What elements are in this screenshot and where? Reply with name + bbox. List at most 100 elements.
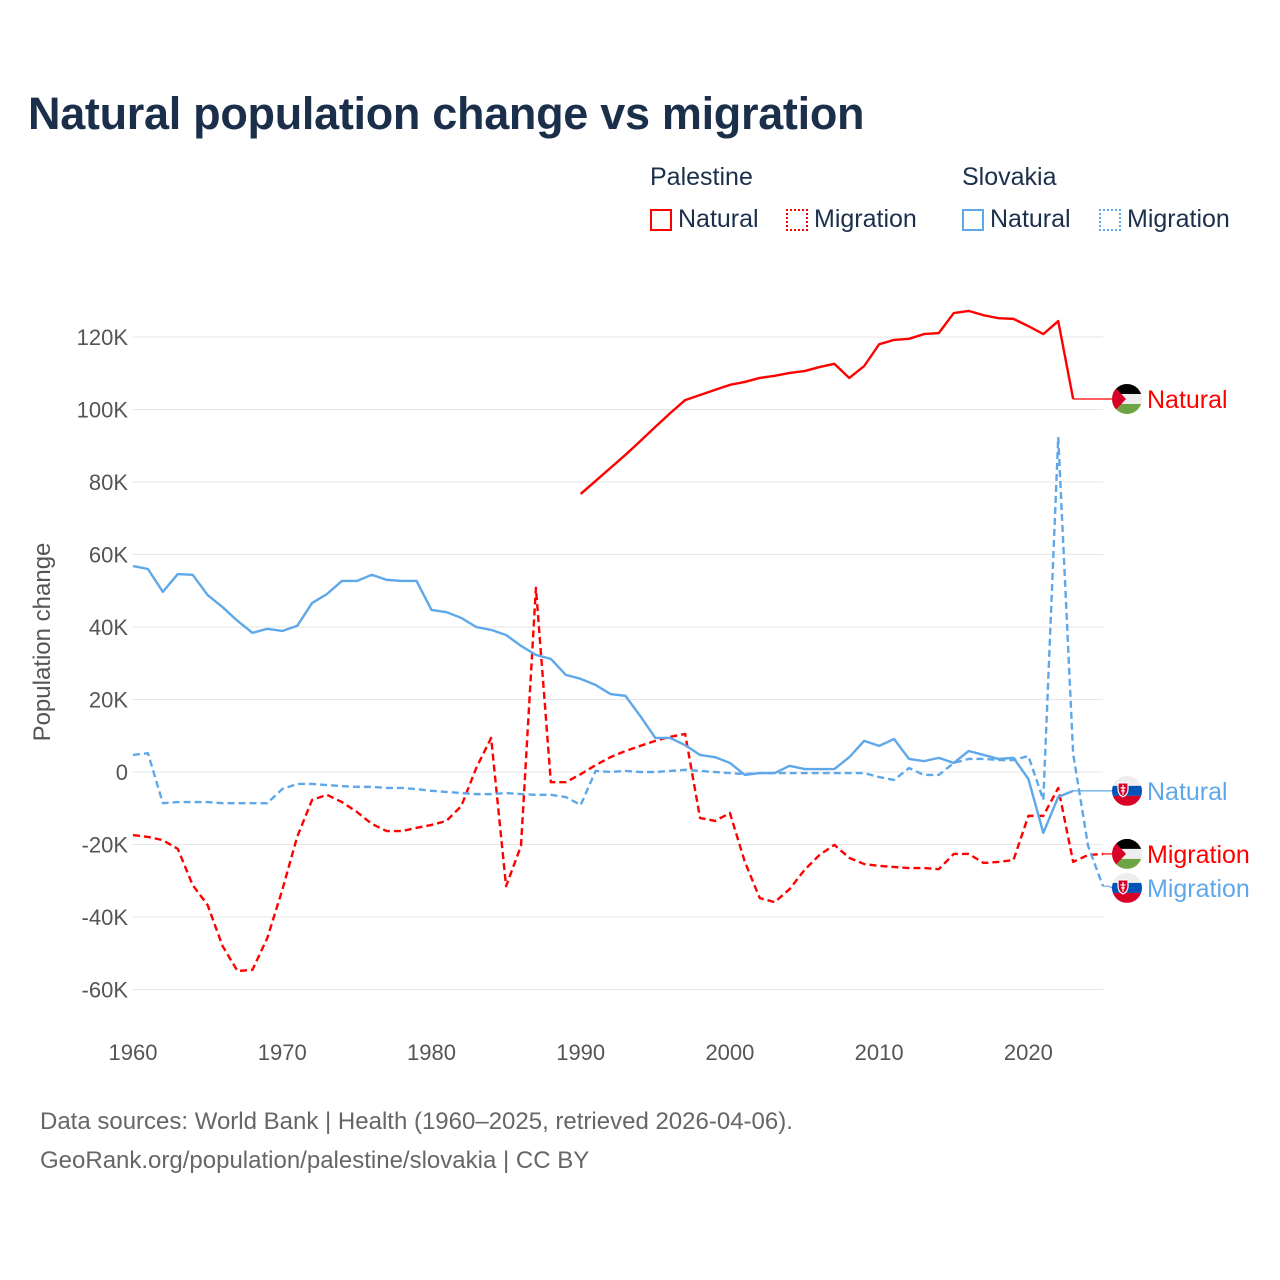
data-point[interactable] — [905, 335, 913, 343]
data-point[interactable] — [726, 769, 734, 777]
data-point[interactable] — [950, 309, 958, 317]
data-point[interactable] — [845, 753, 853, 761]
data-point[interactable] — [875, 773, 883, 781]
data-point[interactable] — [293, 833, 301, 841]
data-point[interactable] — [726, 759, 734, 767]
data-point[interactable] — [248, 799, 256, 807]
data-point[interactable] — [786, 369, 794, 377]
data-point[interactable] — [905, 764, 913, 772]
data-point[interactable] — [995, 756, 1003, 764]
data-point[interactable] — [726, 809, 734, 817]
data-point[interactable] — [472, 790, 480, 798]
data-point[interactable] — [517, 790, 525, 798]
data-point[interactable] — [607, 768, 615, 776]
data-point[interactable] — [144, 749, 152, 757]
data-point[interactable] — [860, 769, 868, 777]
data-point[interactable] — [547, 655, 555, 663]
data-point[interactable] — [890, 336, 898, 344]
data-point[interactable] — [651, 423, 659, 431]
data-point[interactable] — [159, 836, 167, 844]
data-point[interactable] — [935, 865, 943, 873]
data-point[interactable] — [830, 841, 838, 849]
data-point[interactable] — [353, 808, 361, 816]
data-point[interactable] — [905, 755, 913, 763]
data-point[interactable] — [427, 787, 435, 795]
data-point[interactable] — [204, 798, 212, 806]
data-point[interactable] — [607, 464, 615, 472]
data-point[interactable] — [532, 584, 540, 592]
data-point[interactable] — [920, 771, 928, 779]
data-point[interactable] — [1024, 775, 1032, 783]
data-point[interactable] — [263, 625, 271, 633]
data-point[interactable] — [204, 901, 212, 909]
data-point[interactable] — [263, 799, 271, 807]
data-point[interactable] — [905, 864, 913, 872]
data-point[interactable] — [368, 783, 376, 791]
data-point[interactable] — [204, 591, 212, 599]
data-point[interactable] — [278, 886, 286, 894]
data-point[interactable] — [278, 627, 286, 635]
data-point[interactable] — [771, 898, 779, 906]
data-point[interactable] — [711, 768, 719, 776]
data-point[interactable] — [577, 770, 585, 778]
data-point[interactable] — [845, 374, 853, 382]
data-point[interactable] — [890, 863, 898, 871]
data-point[interactable] — [711, 817, 719, 825]
data-point[interactable] — [666, 767, 674, 775]
data-point[interactable] — [383, 576, 391, 584]
data-point[interactable] — [830, 769, 838, 777]
data-point[interactable] — [621, 692, 629, 700]
data-point[interactable] — [935, 754, 943, 762]
legend-item-palestine-migration[interactable]: Migration — [786, 205, 917, 234]
data-point[interactable] — [1054, 784, 1062, 792]
data-point[interactable] — [189, 571, 197, 579]
data-point[interactable] — [621, 747, 629, 755]
data-point[interactable] — [935, 771, 943, 779]
data-point[interactable] — [487, 626, 495, 634]
data-point[interactable] — [487, 790, 495, 798]
data-point[interactable] — [786, 762, 794, 770]
data-point[interactable] — [577, 801, 585, 809]
data-point[interactable] — [592, 767, 600, 775]
data-point[interactable] — [308, 780, 316, 788]
data-point[interactable] — [502, 631, 510, 639]
data-point[interactable] — [935, 329, 943, 337]
data-point[interactable] — [950, 759, 958, 767]
data-point[interactable] — [890, 776, 898, 784]
data-point[interactable] — [144, 833, 152, 841]
data-point[interactable] — [666, 734, 674, 742]
data-point[interactable] — [248, 966, 256, 974]
data-point[interactable] — [980, 859, 988, 867]
data-point[interactable] — [413, 577, 421, 585]
data-point[interactable] — [547, 791, 555, 799]
data-point[interactable] — [472, 764, 480, 772]
data-point[interactable] — [293, 622, 301, 630]
legend-item-palestine-natural[interactable]: Natural — [650, 205, 759, 234]
data-point[interactable] — [293, 780, 301, 788]
data-point[interactable] — [801, 769, 809, 777]
data-point[interactable] — [577, 490, 585, 498]
data-point[interactable] — [696, 814, 704, 822]
data-point[interactable] — [413, 824, 421, 832]
data-point[interactable] — [427, 606, 435, 614]
data-point[interactable] — [995, 314, 1003, 322]
data-point[interactable] — [980, 311, 988, 319]
data-point[interactable] — [248, 629, 256, 637]
data-point[interactable] — [323, 791, 331, 799]
data-point[interactable] — [1039, 796, 1047, 804]
data-point[interactable] — [771, 769, 779, 777]
data-point[interactable] — [920, 330, 928, 338]
data-point[interactable] — [278, 785, 286, 793]
data-point[interactable] — [1009, 315, 1017, 323]
data-point[interactable] — [1054, 793, 1062, 801]
data-point[interactable] — [338, 782, 346, 790]
data-point[interactable] — [756, 374, 764, 382]
data-point[interactable] — [233, 617, 241, 625]
data-point[interactable] — [592, 681, 600, 689]
data-point[interactable] — [457, 802, 465, 810]
data-point[interactable] — [726, 381, 734, 389]
data-point[interactable] — [368, 820, 376, 828]
data-point[interactable] — [815, 363, 823, 371]
data-point[interactable] — [636, 768, 644, 776]
data-point[interactable] — [711, 753, 719, 761]
